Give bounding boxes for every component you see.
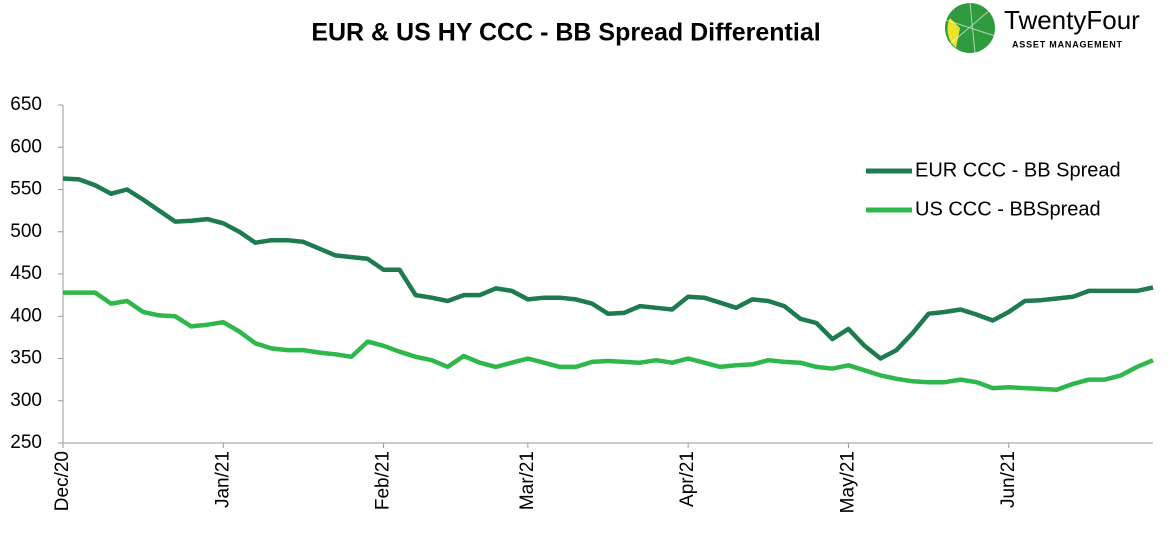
chart-title: EUR & US HY CCC - BB Spread Differential	[311, 19, 820, 47]
x-tick-label: Jan/21	[212, 451, 233, 508]
logo-mark	[947, 18, 960, 48]
x-tick-label: Dec/20	[52, 451, 73, 511]
x-tick-label: Feb/21	[373, 451, 394, 510]
series-line	[62, 176, 1154, 361]
y-tick-label: 550	[10, 179, 42, 200]
y-tick-label: 300	[10, 390, 42, 411]
legend-label: EUR CCC - BB Spread	[915, 159, 1121, 181]
y-tick-label: 600	[10, 136, 42, 157]
x-tick-label: Apr/21	[677, 451, 698, 507]
y-tick-label: 250	[10, 432, 42, 453]
logo-mark	[945, 2, 996, 54]
logo-name: TwentyFour	[1004, 5, 1140, 35]
legend-label: US CCC - BBSpread	[915, 198, 1101, 220]
y-tick-label: 500	[10, 221, 42, 242]
y-tick-label: 450	[10, 263, 42, 284]
series-line	[63, 290, 1154, 393]
logo: TwentyFour ASSET MANAGEMENT	[945, 2, 1140, 54]
y-tick-label: 650	[10, 94, 42, 115]
x-tick-label: Mar/21	[517, 451, 538, 510]
x-tick-label: Jun/21	[998, 451, 1019, 508]
x-tick-label: May/21	[837, 451, 858, 513]
y-tick-label: 400	[10, 305, 42, 326]
logo-tagline: ASSET MANAGEMENT	[1012, 39, 1123, 49]
y-tick-label: 350	[10, 348, 42, 369]
